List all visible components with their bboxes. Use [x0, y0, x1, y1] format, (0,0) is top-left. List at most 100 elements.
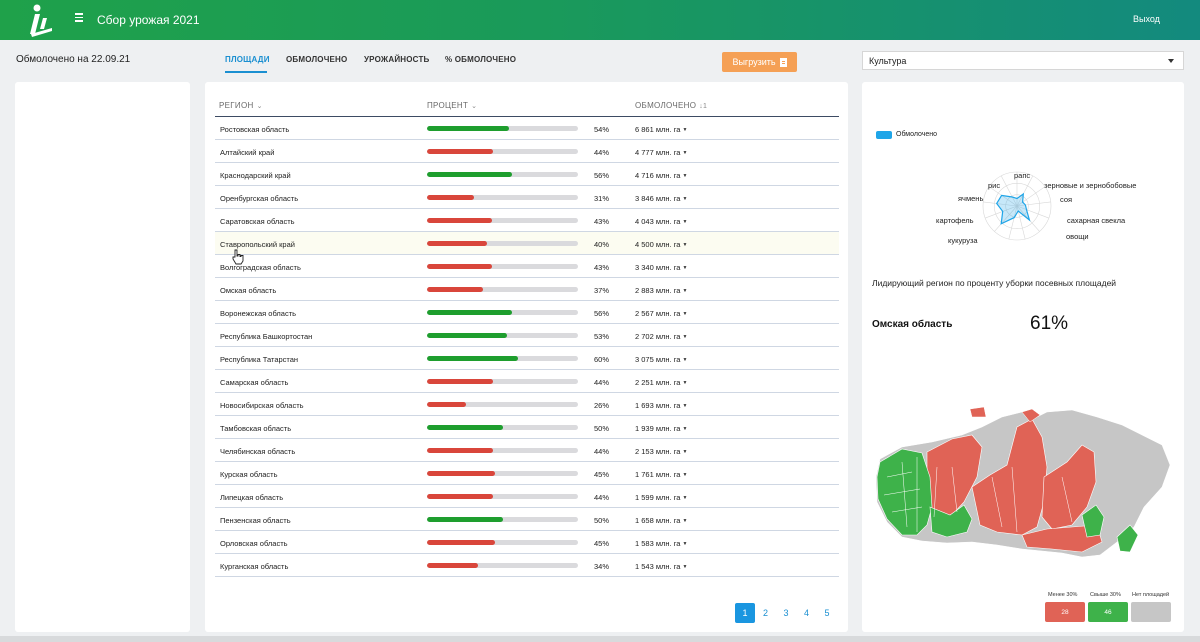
caret-down-icon: ▼ [682, 541, 688, 547]
row-region: Волгоградская область [220, 263, 301, 272]
row-region: Ставропольский край [220, 240, 295, 249]
progress-fill [427, 402, 467, 407]
caret-down-icon: ▼ [682, 518, 688, 524]
caret-down-icon: ▼ [682, 334, 688, 340]
map-legend-label-low: Менее 30% [1048, 592, 1078, 598]
column-header-region[interactable]: РЕГИОН ⌄ [219, 101, 263, 110]
radar-axis [983, 201, 1018, 207]
row-threshed-area: 2 567 млн. га ▼ [635, 309, 688, 318]
row-region: Курская область [220, 470, 278, 479]
row-region: Орловская область [220, 539, 288, 548]
culture-select[interactable]: Культура [862, 51, 1184, 70]
map-legend-none-count[interactable] [1131, 602, 1171, 622]
table-row[interactable]: Курская область 45% 1 761 млн. га ▼ [215, 462, 839, 485]
progress-fill [427, 126, 509, 131]
tab-areas[interactable]: ПЛОЩАДИ [225, 55, 270, 64]
row-percent: 44% [594, 447, 610, 456]
caret-down-icon: ▼ [682, 219, 688, 225]
app-logo-icon [30, 4, 52, 37]
table-row[interactable]: Орловская область 45% 1 583 млн. га ▼ [215, 531, 839, 554]
page-button-2[interactable]: 2 [762, 608, 768, 618]
radar-axis [985, 205, 1018, 219]
table-row[interactable]: Республика Башкортостан 53% 2 702 млн. га ▼ [215, 324, 839, 347]
regions-table-panel: РЕГИОН ⌄ ПРОЦЕНТ ⌄ ОБМОЛОЧЕНО ↓1 Ростовская… [205, 82, 848, 632]
row-region: Пензенская область [220, 516, 291, 525]
caret-down-icon: ▼ [682, 472, 688, 478]
table-row[interactable]: Волгоградская область 43% 3 340 млн. га ▼ [215, 255, 839, 278]
map-legend-low-count[interactable]: 28 [1045, 602, 1085, 622]
table-row[interactable]: Саратовская область 43% 4 043 млн. га ▼ [215, 209, 839, 232]
row-threshed-area: 6 861 млн. га ▼ [635, 125, 688, 134]
row-percent: 50% [594, 516, 610, 525]
caret-down-icon: ▼ [682, 357, 688, 363]
row-percent: 37% [594, 286, 610, 295]
map-legend-high-count[interactable]: 46 [1088, 602, 1128, 622]
row-threshed-area: 4 716 млн. га ▼ [635, 171, 688, 180]
row-percent: 45% [594, 470, 610, 479]
progress-bar [427, 218, 578, 223]
row-region: Ростовская область [220, 125, 290, 134]
progress-fill [427, 172, 512, 177]
table-row[interactable]: Воронежская область 56% 2 567 млн. га ▼ [215, 301, 839, 324]
row-percent: 40% [594, 240, 610, 249]
tab-threshed[interactable]: ОБМОЛОЧЕНО [286, 55, 348, 64]
page-button-1[interactable]: 1 [735, 603, 755, 623]
progress-fill [427, 241, 488, 246]
page-button-3[interactable]: 3 [783, 608, 789, 618]
row-percent: 44% [594, 493, 610, 502]
progress-fill [427, 471, 495, 476]
legend-swatch[interactable] [876, 131, 892, 139]
row-region: Тамбовская область [220, 424, 292, 433]
table-row[interactable]: Краснодарский край 56% 4 716 млн. га ▼ [215, 163, 839, 186]
row-region: Самарская область [220, 378, 289, 387]
legend-label: Обмолочено [896, 131, 938, 138]
column-header-percent[interactable]: ПРОЦЕНТ ⌄ [427, 101, 478, 110]
row-threshed-area: 1 583 млн. га ▼ [635, 539, 688, 548]
row-threshed-area: 2 883 млн. га ▼ [635, 286, 688, 295]
logout-link[interactable]: Выход [1133, 14, 1160, 24]
analytics-panel: Обмолочено рапс зерновые и зернобобовые со… [862, 82, 1184, 632]
page-button-4[interactable]: 4 [803, 608, 809, 618]
row-region: Омская область [220, 286, 277, 295]
table-row[interactable]: Челябинская область 44% 2 153 млн. га ▼ [215, 439, 839, 462]
table-row[interactable]: Оренбургская область 31% 3 846 млн. га ▼ [215, 186, 839, 209]
russia-regions-map[interactable] [872, 407, 1174, 572]
column-header-threshed[interactable]: ОБМОЛОЧЕНО ↓1 [635, 101, 708, 110]
row-percent: 53% [594, 332, 610, 341]
table-row[interactable]: Омская область 37% 2 883 млн. га ▼ [215, 278, 839, 301]
row-threshed-area: 1 543 млн. га ▼ [635, 562, 688, 571]
page-button-5[interactable]: 5 [824, 608, 830, 618]
table-row[interactable]: Алтайский край 44% 4 777 млн. га ▼ [215, 140, 839, 163]
table-body: Ростовская область 54% 6 861 млн. га ▼ Алтай… [215, 117, 839, 577]
table-row[interactable]: Ростовская область 54% 6 861 млн. га ▼ [215, 117, 839, 140]
progress-bar [427, 126, 578, 131]
table-row[interactable]: Новосибирская область 26% 1 693 млн. га ▼ [215, 393, 839, 416]
table-row[interactable]: Пензенская область 50% 1 658 млн. га ▼ [215, 508, 839, 531]
row-threshed-area: 1 761 млн. га ▼ [635, 470, 688, 479]
tab-yield[interactable]: УРОЖАЙНОСТЬ [364, 55, 430, 64]
progress-fill [427, 540, 495, 545]
progress-fill [427, 379, 494, 384]
row-percent: 43% [594, 263, 610, 272]
tab-threshed-percent[interactable]: % ОБМОЛОЧЕНО [445, 55, 517, 64]
caret-down-icon: ▼ [682, 449, 688, 455]
table-row[interactable]: Липецкая область 44% 1 599 млн. га ▼ [215, 485, 839, 508]
culture-select-value: Культура [869, 56, 907, 66]
progress-fill [427, 425, 503, 430]
caret-down-icon: ▼ [682, 242, 688, 248]
table-row[interactable]: Республика Татарстан 60% 3 075 млн. га ▼ [215, 347, 839, 370]
table-row[interactable]: Самарская область 44% 2 251 млн. га ▼ [215, 370, 839, 393]
table-row[interactable]: Курганская область 34% 1 543 млн. га ▼ [215, 554, 839, 577]
export-button-label: Выгрузить [732, 57, 776, 67]
table-header-divider [215, 116, 839, 117]
table-row[interactable]: Тамбовская область 50% 1 939 млн. га ▼ [215, 416, 839, 439]
progress-bar [427, 241, 578, 246]
bottom-scroll-area [0, 636, 1200, 642]
progress-fill [427, 310, 512, 315]
table-row[interactable]: Ставропольский край 40% 4 500 млн. га ▼ [215, 232, 839, 255]
progress-bar [427, 379, 578, 384]
export-button[interactable]: Выгрузить [722, 52, 797, 72]
leader-region: Омская область [872, 319, 953, 330]
hamburger-menu-icon[interactable] [75, 13, 83, 22]
caret-down-icon: ▼ [682, 150, 688, 156]
